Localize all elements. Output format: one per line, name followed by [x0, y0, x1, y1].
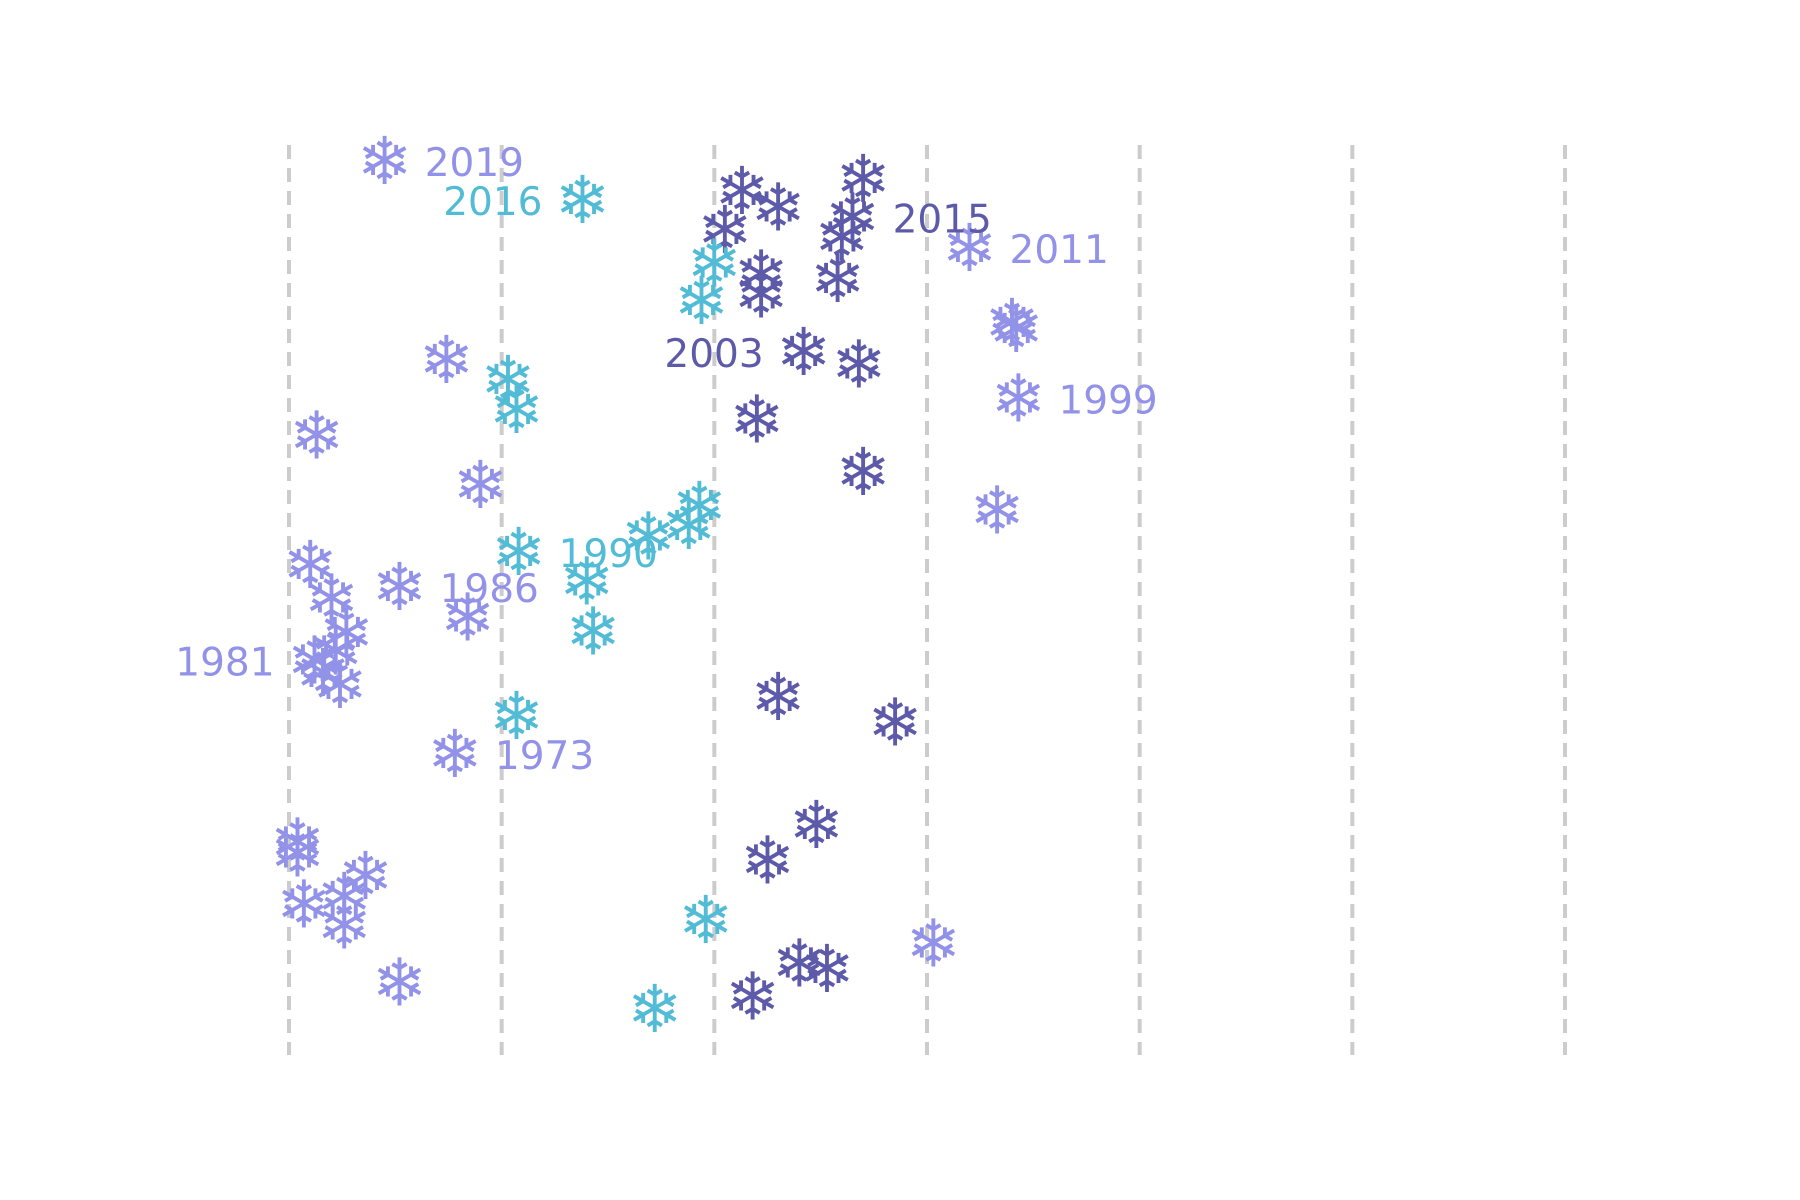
- snowflake-point-27: ❄: [672, 468, 727, 545]
- year-label-2019: 2019: [425, 141, 524, 186]
- snowflake-point-60: ❄: [627, 971, 682, 1048]
- snowflake-point-9: ❄: [687, 226, 742, 303]
- year-label-1986: 1986: [440, 567, 539, 612]
- snowflake-point-53: ❄: [317, 887, 372, 964]
- snowflake-point-6: ❄: [825, 179, 880, 256]
- snowflake-point-2: ❄: [714, 153, 769, 230]
- snowflake-point-23: ❄: [289, 398, 344, 475]
- snowflake-point-31: ❄: [559, 543, 614, 620]
- snowflake-point-59: ❄: [725, 958, 780, 1035]
- data-points: ❄❄ ❄❄❄❄❄❄ ❄❄❄❄ ❄❄ ❄❄❄ ❄❄ ❄❄ ❄❄❄ ❄❄ ❄❄❄❄❄ ❄❄❄ ❄ ❄ ❄❄❄❄…: [270, 123, 1046, 1048]
- snowflake-point-10: ❄: [733, 237, 788, 314]
- snowflake-point-38: ❄: [308, 613, 363, 690]
- snowflake-point-52: ❄: [276, 866, 331, 943]
- snowflake-point-11: ❄: [733, 257, 788, 334]
- snowflake-point-43: ❄: [867, 684, 922, 761]
- snowflake-point-42: ❄: [750, 659, 805, 736]
- snowflake-point-19: ❄: [480, 342, 535, 419]
- snowflake-point-8: ❄: [942, 210, 997, 287]
- snowflake-point-4: ❄: [697, 192, 752, 269]
- snowflake-point-41: ❄: [312, 647, 367, 724]
- snowflake-point-30: ❄: [491, 514, 546, 591]
- snowflake-point-32: ❄: [283, 527, 338, 604]
- snowflake-point-33: ❄: [304, 561, 359, 638]
- snowflake-point-0: ❄: [357, 123, 412, 200]
- snowflake-point-29: ❄: [621, 499, 676, 576]
- snowflake-point-13: ❄: [674, 263, 729, 340]
- snowflake-point-44: ❄: [489, 678, 544, 755]
- year-label-1990: 1990: [559, 532, 658, 577]
- snowflake-point-3: ❄: [750, 169, 805, 246]
- snowflake-point-15: ❄: [989, 291, 1044, 368]
- snowflake-point-35: ❄: [440, 580, 495, 657]
- snowflake-point-26: ❄: [970, 472, 1025, 549]
- snowflake-point-49: ❄: [740, 823, 795, 900]
- snowflake-point-34: ❄: [372, 549, 427, 626]
- snowflake-point-16: ❄: [776, 314, 831, 391]
- year-label-2011: 2011: [1010, 228, 1109, 273]
- snowflake-point-25: ❄: [453, 447, 508, 524]
- snowflake-point-24: ❄: [836, 434, 891, 511]
- year-label-2016: 2016: [443, 180, 542, 225]
- snowflake-point-17: ❄: [831, 327, 886, 404]
- snowflake-point-20: ❄: [489, 372, 544, 449]
- snowflake-point-28: ❄: [661, 488, 716, 565]
- snowflake-point-40: ❄: [295, 635, 350, 712]
- snowflake-point-48: ❄: [270, 815, 325, 892]
- snowflake-point-55: ❄: [906, 905, 961, 982]
- snowflake-point-56: ❄: [772, 926, 827, 1003]
- snowflake-point-45: ❄: [427, 716, 482, 793]
- snowflake-point-57: ❄: [799, 931, 854, 1008]
- snowflake-point-46: ❄: [789, 787, 844, 864]
- year-label-2003: 2003: [664, 332, 763, 377]
- snowflake-point-21: ❄: [991, 360, 1046, 437]
- snowflake-point-5: ❄: [836, 141, 891, 218]
- snowflake-point-51: ❄: [317, 859, 372, 936]
- snowflake-point-39: ❄: [287, 622, 342, 699]
- snowflake-point-14: ❄: [984, 285, 1039, 362]
- snowflake-point-22: ❄: [729, 381, 784, 458]
- snowflake-point-12: ❄: [810, 241, 865, 318]
- year-label-2015: 2015: [893, 197, 992, 242]
- snowflake-point-50: ❄: [338, 838, 393, 915]
- year-label-1981: 1981: [175, 640, 274, 685]
- snowflake-point-54: ❄: [678, 882, 733, 959]
- snowflake-point-36: ❄: [565, 593, 620, 670]
- year-label-1999: 1999: [1058, 378, 1157, 423]
- snowflake-point-18: ❄: [419, 322, 474, 399]
- snowflake-point-47: ❄: [270, 804, 325, 881]
- gridlines: [287, 145, 1567, 1055]
- snowflake-point-1: ❄: [555, 162, 610, 239]
- year-label-1973: 1973: [495, 734, 594, 779]
- snowflake-point-58: ❄: [372, 945, 427, 1022]
- snowflake-point-7: ❄: [814, 199, 869, 276]
- snowflake-point-37: ❄: [319, 595, 374, 672]
